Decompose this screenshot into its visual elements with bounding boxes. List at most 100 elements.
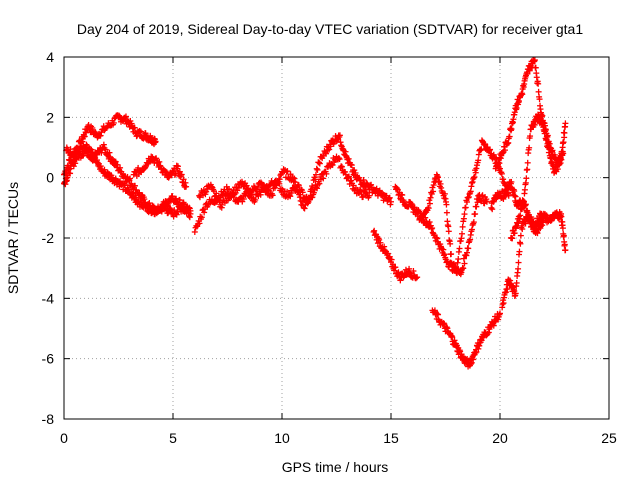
data-point bbox=[511, 230, 518, 237]
data-point bbox=[456, 245, 463, 252]
data-point bbox=[299, 189, 306, 196]
data-point bbox=[292, 187, 299, 194]
data-point bbox=[501, 147, 508, 154]
data-point bbox=[540, 216, 547, 223]
data-point bbox=[522, 201, 529, 208]
data-point bbox=[198, 214, 205, 221]
chart-title: Day 204 of 2019, Sidereal Day-to-day VTE… bbox=[77, 21, 584, 37]
data-point bbox=[515, 265, 522, 272]
data-point bbox=[426, 200, 433, 207]
data-point bbox=[504, 285, 511, 292]
data-point bbox=[216, 198, 223, 205]
tick-labels: 0 5 10 15 20 25 -8 -6 -4 -2 0 2 4 bbox=[42, 49, 617, 446]
data-point bbox=[500, 300, 507, 307]
data-point bbox=[295, 182, 302, 189]
x-axis-label: GPS time / hours bbox=[282, 459, 389, 475]
data-point bbox=[443, 201, 450, 208]
data-point bbox=[508, 126, 515, 133]
data-point bbox=[462, 204, 469, 211]
data-point bbox=[247, 188, 254, 195]
data-point bbox=[147, 204, 154, 211]
series-track-1 bbox=[61, 112, 159, 178]
y-tick-label: 0 bbox=[46, 170, 54, 186]
data-point bbox=[440, 246, 447, 253]
data-point bbox=[533, 74, 540, 81]
data-point bbox=[504, 189, 511, 196]
grid-lines bbox=[64, 57, 609, 419]
data-point bbox=[306, 195, 313, 202]
data-point bbox=[496, 160, 503, 167]
data-point bbox=[517, 232, 524, 239]
data-point bbox=[460, 265, 467, 272]
data-point bbox=[447, 240, 454, 247]
data-point bbox=[430, 188, 437, 195]
y-tick-label: 4 bbox=[46, 49, 54, 65]
data-point bbox=[226, 185, 233, 192]
data-point bbox=[427, 194, 434, 201]
series-track-5 bbox=[191, 153, 373, 235]
data-point bbox=[205, 201, 212, 208]
data-point bbox=[191, 228, 198, 235]
data-point bbox=[397, 277, 404, 284]
data-point bbox=[152, 138, 159, 145]
data-point bbox=[320, 175, 327, 182]
data-point bbox=[519, 91, 526, 98]
data-point bbox=[348, 177, 355, 184]
data-point bbox=[72, 160, 79, 167]
data-point bbox=[244, 186, 251, 193]
y-tick-label: -4 bbox=[42, 290, 55, 306]
data-point bbox=[517, 212, 524, 219]
data-point bbox=[150, 203, 157, 210]
data-point bbox=[122, 113, 129, 120]
data-point bbox=[356, 186, 363, 193]
data-point bbox=[377, 239, 384, 246]
data-point bbox=[445, 228, 452, 235]
series-track-14 bbox=[488, 178, 547, 237]
data-point bbox=[132, 182, 139, 189]
data-point bbox=[342, 171, 349, 178]
data-point bbox=[366, 192, 373, 199]
data-point bbox=[273, 182, 280, 189]
data-point bbox=[513, 279, 520, 286]
series-track-6 bbox=[196, 132, 394, 211]
data-point bbox=[517, 240, 524, 247]
data-point bbox=[473, 203, 480, 210]
data-point bbox=[335, 155, 342, 162]
data-point bbox=[524, 159, 531, 166]
series-track-3 bbox=[61, 145, 194, 218]
data-point bbox=[81, 133, 88, 140]
data-point bbox=[562, 120, 569, 127]
data-point bbox=[215, 194, 222, 201]
x-tick-label: 0 bbox=[60, 430, 68, 446]
data-point bbox=[455, 256, 462, 263]
data-point bbox=[472, 210, 479, 217]
data-point bbox=[218, 204, 225, 211]
data-point bbox=[516, 248, 523, 255]
data-point bbox=[475, 157, 482, 164]
data-point bbox=[299, 198, 306, 205]
data-point bbox=[316, 159, 323, 166]
data-point bbox=[531, 121, 538, 128]
data-point bbox=[316, 160, 323, 167]
data-point bbox=[554, 166, 561, 173]
data-point bbox=[84, 145, 91, 152]
data-point bbox=[62, 181, 69, 188]
data-point bbox=[512, 193, 519, 200]
data-point bbox=[521, 186, 528, 193]
data-point bbox=[269, 192, 276, 199]
data-point bbox=[388, 198, 394, 205]
data-point bbox=[329, 161, 336, 168]
data-point bbox=[323, 150, 330, 157]
data-point bbox=[201, 209, 208, 216]
data-point bbox=[512, 290, 519, 297]
data-point bbox=[489, 206, 496, 213]
data-point bbox=[461, 211, 468, 218]
data-point bbox=[443, 209, 450, 216]
data-point bbox=[560, 232, 567, 239]
data-point bbox=[136, 127, 143, 134]
data-point bbox=[522, 220, 529, 227]
plot-frame bbox=[63, 56, 610, 420]
y-tick-label: 2 bbox=[46, 109, 54, 125]
data-point bbox=[535, 80, 542, 87]
data-point bbox=[559, 225, 566, 232]
